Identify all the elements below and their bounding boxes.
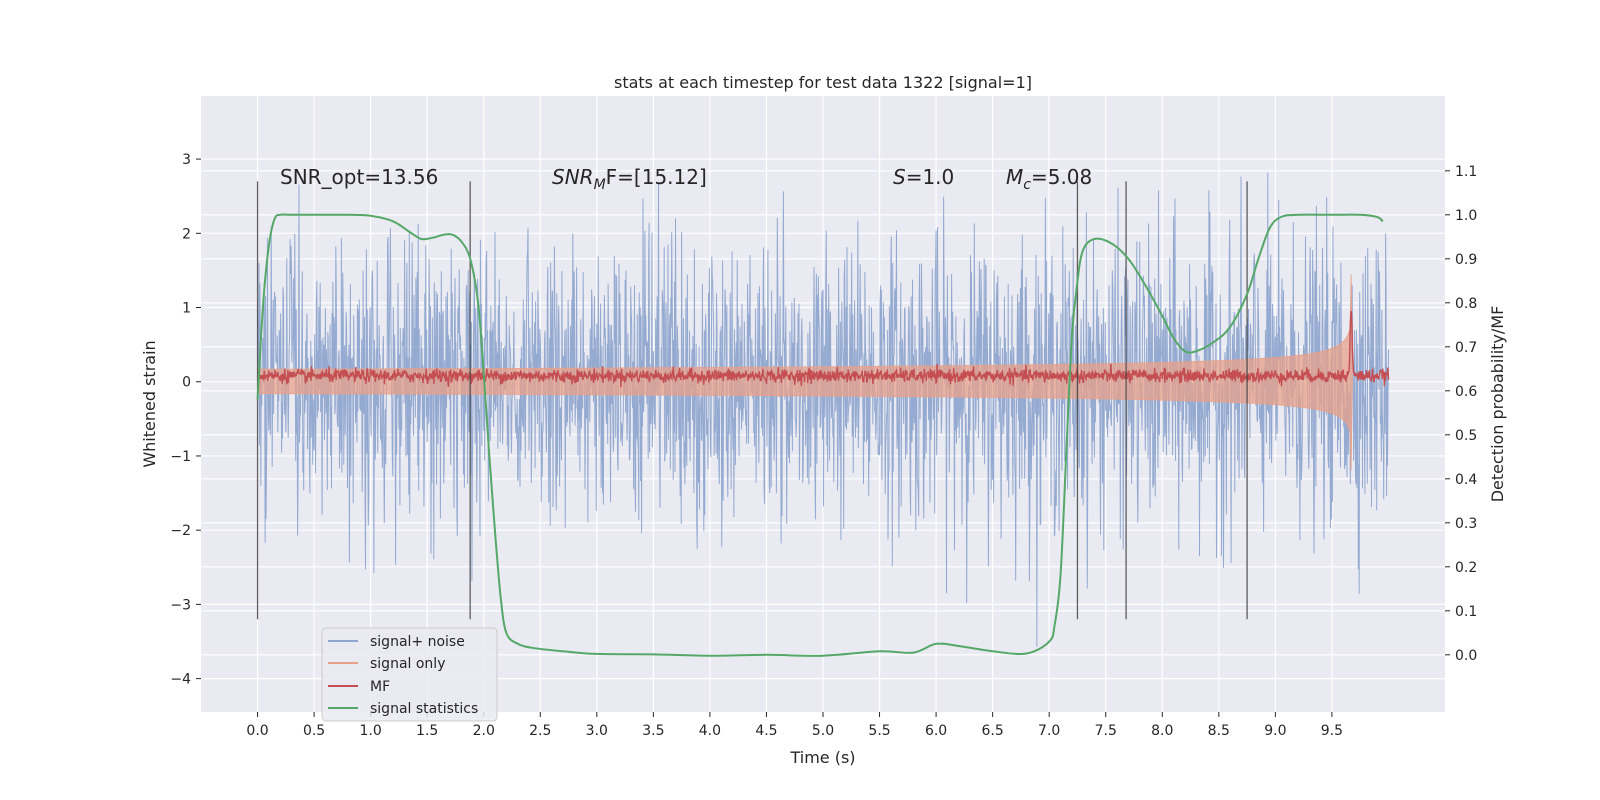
y-tick-label-left: 2 (182, 226, 191, 242)
legend-label-signal-noise: signal+ noise (370, 634, 465, 650)
legend-box (321, 627, 498, 722)
x-axis-label: Time (s) (789, 748, 855, 767)
x-tick-label: 3.5 (642, 723, 664, 739)
x-tick-label: 2.0 (473, 723, 495, 739)
legend-label-signal-only: signal only (370, 656, 445, 672)
mf-line (257, 310, 1390, 388)
y-axis-label-right: Detection probability/MF (1488, 306, 1507, 503)
y-tick-label-right: 0.2 (1455, 560, 1477, 576)
x-tick-label: 7.0 (1038, 723, 1060, 739)
snr-mf-rest: F=[15.12] (606, 165, 707, 189)
y-ticks-right: 1.1 1.0 0.9 0.8 0.7 0.6 0.5 0.4 0.3 0.2 0.1 0.0 (1445, 164, 1477, 664)
vertical-lines (256, 181, 1248, 620)
y-tick-label-left: −3 (170, 597, 191, 613)
x-tick-label: 1.0 (360, 723, 382, 739)
y-axis-label-left: Whitened strain (140, 340, 159, 467)
y-tick-label-right: 1.1 (1455, 164, 1477, 180)
x-tick-label: 8.5 (1208, 723, 1230, 739)
s-name: S (893, 165, 906, 189)
x-tick-label: 6.5 (982, 723, 1004, 739)
x-tick-label: 0.0 (246, 723, 268, 739)
legend-label-signal-statistics: signal statistics (370, 701, 478, 717)
x-tick-label: 4.0 (699, 723, 721, 739)
x-tick-label: 2.5 (529, 723, 551, 739)
y-tick-label-right: 0.9 (1455, 252, 1477, 268)
signal-statistics-line (256, 213, 1384, 657)
snr-mf-name: SNR (552, 165, 594, 189)
y-tick-label-left: −1 (170, 449, 191, 465)
x-tick-label: 9.0 (1264, 723, 1286, 739)
mc-annotation: Mc=5.08 (1006, 165, 1092, 193)
y-tick-label-right: 0.4 (1455, 472, 1477, 488)
x-tick-label: 6.0 (925, 723, 947, 739)
x-tick-label: 5.0 (812, 723, 834, 739)
signal-statistics-series (256, 213, 1384, 657)
mc-name: M (1006, 165, 1023, 189)
legend-label-mf: MF (370, 679, 390, 695)
y-tick-label-right: 0.0 (1455, 648, 1477, 664)
s-annotation: S=1.0 (893, 165, 954, 189)
y-tick-label-right: 0.6 (1455, 384, 1477, 400)
legend: signal+ noise signal only MF signal stat… (321, 627, 498, 722)
x-ticks: 0.0 0.5 1.0 1.5 2.0 2.5 3.0 3.5 4.0 4.5 5.0 5.5 6.0 6… (246, 712, 1343, 739)
x-tick-label: 4.5 (755, 723, 777, 739)
x-tick-label: 7.5 (1095, 723, 1117, 739)
x-tick-label: 9.5 (1321, 723, 1343, 739)
mf-series (257, 310, 1390, 388)
x-tick-label: 5.5 (868, 723, 890, 739)
y-ticks-left: 3 2 1 0 −1 −2 −3 −4 (170, 152, 201, 688)
snr-mf-subscript: M (594, 177, 606, 193)
y-tick-label-left: 1 (182, 301, 191, 317)
y-tick-label-left: 3 (182, 152, 191, 168)
x-tick-label: 0.5 (303, 723, 325, 739)
y-tick-label-right: 0.1 (1455, 604, 1477, 620)
x-tick-label: 8.0 (1151, 723, 1173, 739)
chart-title: stats at each timestep for test data 132… (614, 73, 1032, 92)
series-layer (256, 172, 1390, 657)
mc-rest: =5.08 (1031, 165, 1092, 189)
y-tick-label-right: 0.8 (1455, 296, 1477, 312)
snr-mf-annotation: SNRMF=[15.12] (552, 165, 707, 193)
y-tick-label-left: 0 (182, 375, 191, 391)
x-tick-label: 3.0 (586, 723, 608, 739)
y-tick-label-right: 0.5 (1455, 428, 1477, 444)
y-tick-label-right: 0.7 (1455, 340, 1477, 356)
y-tick-label-left: −4 (170, 672, 191, 688)
y-tick-label-right: 0.3 (1455, 516, 1477, 532)
mc-subscript: c (1023, 177, 1031, 193)
snr-opt-annotation: SNR_opt=13.56 (280, 165, 438, 189)
s-rest: =1.0 (906, 165, 955, 189)
y-tick-label-right: 1.0 (1455, 208, 1477, 224)
y-tick-label-left: −2 (170, 523, 191, 539)
x-tick-label: 1.5 (416, 723, 438, 739)
